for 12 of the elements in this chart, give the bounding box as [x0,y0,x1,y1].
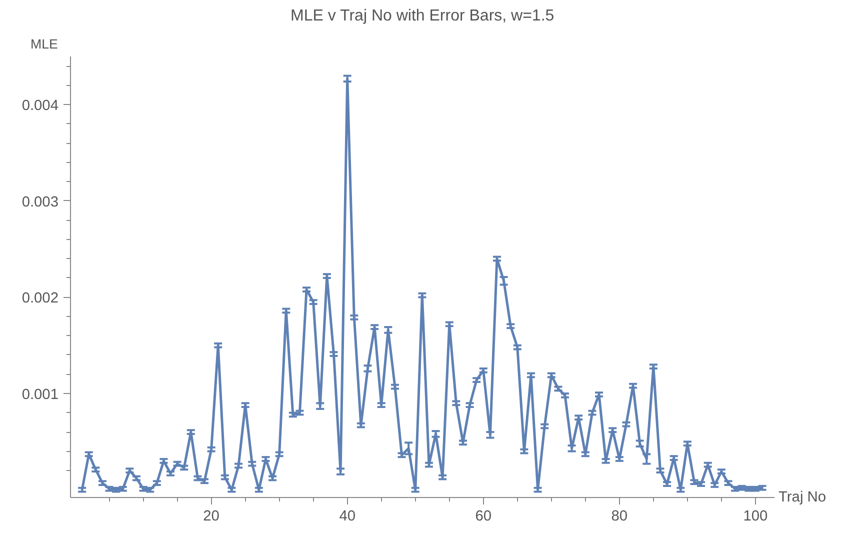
x-tick-label: 60 [475,508,492,524]
y-axis-title: MLE [30,36,58,52]
y-tick-label: 0.003 [22,194,59,210]
x-tick-label: 80 [611,508,628,524]
x-tick-label: 40 [339,508,356,524]
x-tick-label: 20 [203,508,220,524]
y-tick-label: 0.001 [22,387,59,404]
chart-title: MLE v Traj No with Error Bars, w=1.5 [290,8,554,24]
x-axis-title: Traj No [778,490,826,506]
y-tick-label: 0.004 [22,98,59,114]
x-tick-label: 100 [743,508,768,524]
y-tick-label: 0.002 [22,290,59,307]
